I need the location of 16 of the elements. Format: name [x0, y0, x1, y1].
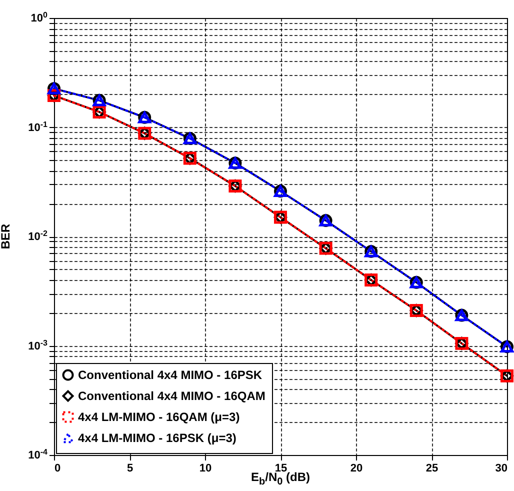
y-tick-label: 10$^{-1}$	[28, 119, 48, 134]
x-tick-label: 10	[199, 462, 212, 474]
y-tick-label: 10$^{-2}$	[28, 228, 48, 243]
x-tick-label: 30	[495, 462, 508, 474]
x-tick-label: 0	[54, 462, 61, 474]
x-tick-label: 25	[426, 462, 438, 474]
y-tick-label: 10$^{-3}$	[28, 338, 48, 352]
legend-label: 4x4 LM-MIMO - 16QAM (μ=3)	[78, 410, 240, 424]
legend-label: 4x4 LM-MIMO - 16PSK (μ=3)	[78, 431, 236, 445]
legend-label: Conventional 4x4 MIMO - 16QAM	[78, 389, 266, 403]
x-tick-label: 5	[126, 462, 134, 474]
x-tick-label: 20	[350, 462, 363, 474]
y-axis-title: BER	[0, 224, 12, 250]
legend-label: Conventional 4x4 MIMO - 16PSK	[78, 368, 262, 382]
y-tick-label: 10$^{-4}$	[28, 447, 48, 462]
y-tick-label: 10$^{0}$	[30, 10, 48, 24]
